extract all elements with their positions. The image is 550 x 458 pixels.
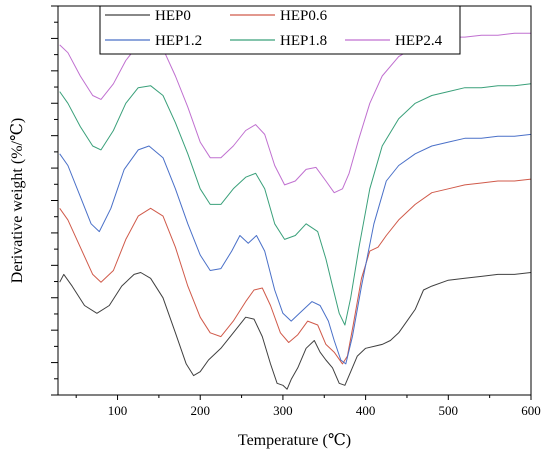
legend-entry-hep0-6: HEP0.6 <box>230 8 328 24</box>
legend-entry-hep0: HEP0 <box>105 8 191 24</box>
series-line-hep0 <box>59 272 532 390</box>
x-tick-label: 300 <box>273 403 293 418</box>
x-tick-label: 500 <box>439 403 459 418</box>
plot-lines <box>59 32 532 390</box>
legend-box <box>99 5 461 55</box>
y-axis-title: Derivative weight (%/℃) <box>9 118 26 283</box>
legend: HEP0 HEP0.6 HEP1.2 HEP1.8 HEP2.4 <box>99 5 461 55</box>
x-tick-label: 200 <box>190 403 210 418</box>
plot-frame <box>57 5 532 396</box>
x-axis: 100 200 300 400 500 600 <box>75 395 541 418</box>
y-axis <box>51 5 58 396</box>
x-tick-label: 100 <box>108 403 128 418</box>
legend-label: HEP0.6 <box>280 8 328 24</box>
x-axis-title: Temperature (℃) <box>238 432 351 449</box>
legend-label: HEP1.8 <box>280 33 327 49</box>
series-line-hep1-2 <box>59 133 532 365</box>
legend-entry-hep2-4: HEP2.4 <box>345 33 443 49</box>
legend-label: HEP0 <box>155 8 191 24</box>
legend-entry-hep1-8: HEP1.8 <box>230 33 327 49</box>
legend-label: HEP1.2 <box>155 33 202 49</box>
x-tick-label: 400 <box>356 403 376 418</box>
series-line-hep2-4 <box>59 32 531 194</box>
series-line-hep0-6 <box>59 178 532 365</box>
legend-label: HEP2.4 <box>395 33 443 49</box>
legend-entry-hep1-2: HEP1.2 <box>105 33 202 49</box>
series-line-hep1-8 <box>59 83 532 326</box>
x-tick-label: 600 <box>521 403 541 418</box>
